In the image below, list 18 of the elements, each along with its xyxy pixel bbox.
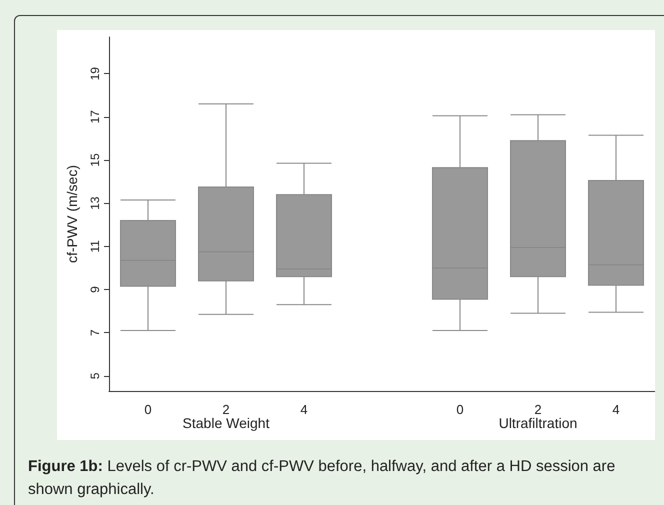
x-tick-label: 4 bbox=[300, 402, 308, 417]
text: Stable Weight bbox=[182, 415, 270, 431]
y-tick-label: 17 bbox=[88, 110, 102, 124]
x-tick-label: 0 bbox=[144, 402, 152, 417]
y-axis-title: cf-PWV (m/sec) bbox=[64, 165, 80, 263]
y-tick-label: 11 bbox=[88, 240, 102, 253]
y-tick-label: 19 bbox=[88, 66, 102, 80]
x-tick-label: 4 bbox=[612, 402, 620, 417]
y-tick-label: 15 bbox=[88, 153, 102, 167]
x-tick-label: 2 bbox=[222, 402, 230, 417]
y-tick-label: 5 bbox=[88, 372, 102, 380]
x-tick-label: 0 bbox=[456, 402, 464, 417]
y-tick-label: 13 bbox=[88, 196, 102, 210]
caption: Figure 1b: Levels of cr-PWV and cf-PWV before, halfway, and after a HD session are shown graphically. bbox=[28, 457, 616, 500]
y-tick-label: 7 bbox=[88, 329, 102, 336]
text: Ultrafiltration bbox=[498, 415, 578, 431]
y-tick-label: 9 bbox=[88, 286, 102, 293]
x-tick-label: 2 bbox=[534, 402, 542, 417]
